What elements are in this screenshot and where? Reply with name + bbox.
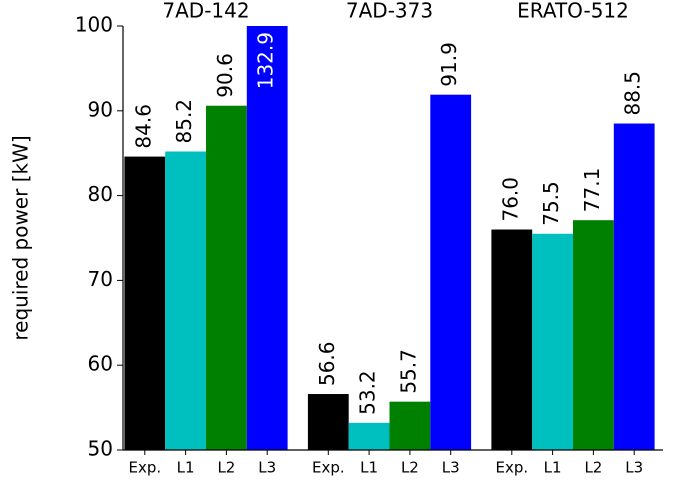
group-title: 7AD-142 (162, 0, 249, 23)
value-label: 132.9 (254, 32, 278, 89)
x-tick-label: L3 (258, 459, 276, 477)
x-tick-label: Exp. (495, 459, 528, 477)
value-label: 56.6 (315, 342, 339, 387)
x-tick-label: L3 (442, 459, 460, 477)
y-tick-label: 90 (88, 97, 113, 121)
value-label: 55.7 (396, 349, 420, 394)
bar (389, 401, 431, 450)
value-label: 75.5 (539, 181, 563, 226)
y-tick-label: 80 (88, 182, 113, 206)
value-label: 88.5 (621, 71, 645, 116)
x-tick-label: L2 (584, 459, 602, 477)
value-label: 84.6 (131, 104, 155, 149)
x-tick-label: Exp. (128, 459, 161, 477)
bar (206, 105, 247, 450)
y-axis-label: required power [kW] (9, 135, 33, 340)
value-label: 77.1 (580, 168, 604, 213)
value-label: 76.0 (498, 177, 522, 222)
bar (307, 394, 349, 450)
bar (532, 233, 573, 450)
x-tick-label: L1 (544, 459, 562, 477)
bars (124, 26, 655, 450)
bar (613, 123, 655, 450)
bar (124, 156, 166, 450)
y-tick-label: 60 (88, 352, 113, 376)
bar (348, 422, 390, 450)
x-tick-label: Exp. (312, 459, 345, 477)
value-label: 91.9 (437, 42, 461, 87)
bar (430, 94, 472, 450)
bar (165, 151, 206, 450)
group-title: 7AD-373 (346, 0, 433, 23)
y-tick-label: 50 (88, 437, 113, 461)
x-tick-label: L1 (177, 459, 195, 477)
bar (246, 26, 288, 450)
group-title: ERATO-512 (517, 0, 629, 23)
x-tick-label: L3 (625, 459, 643, 477)
x-tick-label: L1 (360, 459, 378, 477)
bar (573, 220, 614, 450)
bar (491, 229, 533, 450)
x-tick-label: L2 (217, 459, 235, 477)
x-tick-label: L2 (401, 459, 419, 477)
y-tick-label: 100 (75, 13, 113, 37)
value-label: 90.6 (213, 53, 237, 98)
value-label: 53.2 (356, 370, 380, 415)
y-tick-label: 70 (88, 267, 113, 291)
value-label: 85.2 (172, 99, 196, 144)
